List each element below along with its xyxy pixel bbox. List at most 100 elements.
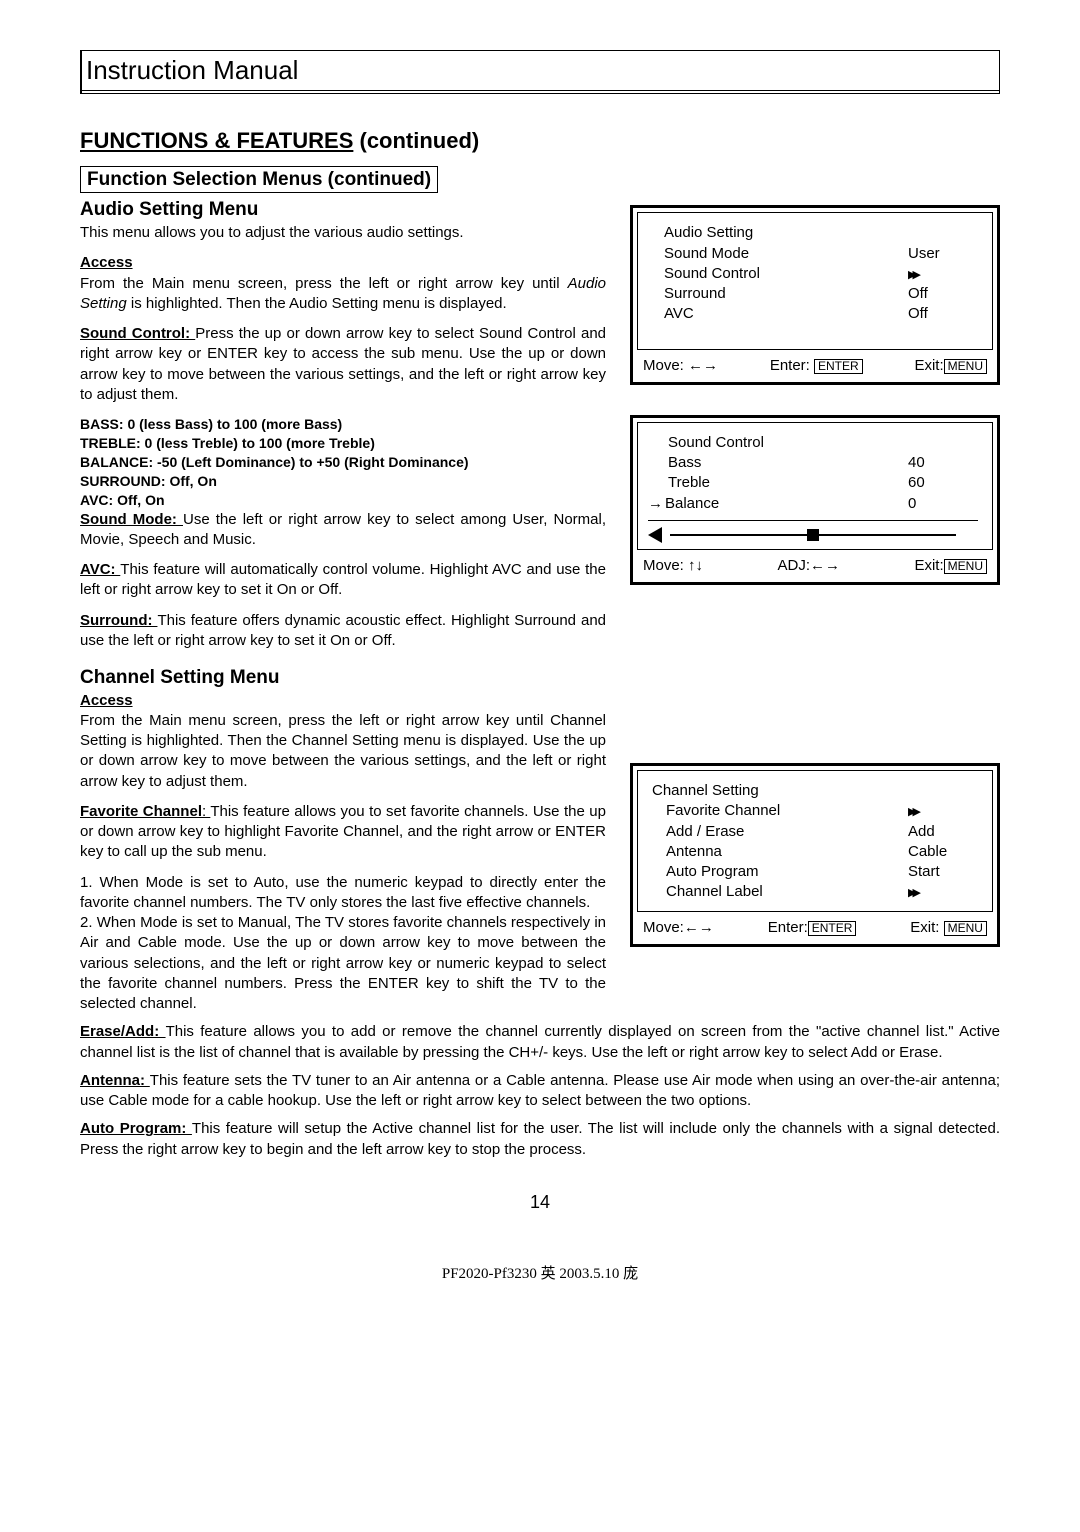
fav-2: 2. When Mode is set to Manual, The TV st…: [80, 913, 606, 1014]
osd-row: Sound Control: [652, 264, 978, 284]
surround-para: Surround: This feature offers dynamic ac…: [80, 611, 606, 652]
spec-balance: BALANCE: -50 (Left Dominance) to +50 (Ri…: [80, 453, 606, 472]
slider-thumb: [807, 529, 819, 541]
menu-keycap-2: MENU: [944, 559, 987, 574]
balance-slider: [648, 520, 978, 543]
audio-access-head: Access: [80, 253, 606, 273]
channel-menu-title: Channel Setting Menu: [80, 665, 606, 691]
osd-row-label: Auto Program: [652, 862, 908, 882]
osd-channel-footer: Move:←→ Enter:ENTER Exit: MENU: [637, 912, 993, 940]
osd-row-label: Bass: [648, 453, 908, 473]
header-row: Instruction Manual: [82, 51, 999, 91]
surround-body: This feature offers dynamic acoustic eff…: [80, 612, 606, 649]
sound-mode-para: Sound Mode: Use the left or right arrow …: [80, 510, 606, 551]
osd-row-label: Surround: [652, 284, 908, 304]
osd-row-label: Favorite Channel: [652, 801, 908, 821]
channel-right-col: Channel Setting Favorite ChannelAdd / Er…: [630, 661, 1000, 1014]
osd-sound-title: Sound Control: [648, 433, 978, 453]
sound-mode-head: Sound Mode:: [80, 511, 183, 528]
osd-row: AntennaCable: [652, 842, 978, 862]
osd-row-value: 0: [908, 494, 978, 514]
osd-sound-footer: Move: ↑↓ ADJ:←→ Exit:MENU: [637, 550, 993, 578]
osd-row-value: Add: [908, 822, 978, 842]
osd-channel-title: Channel Setting: [652, 781, 978, 801]
osd-row-value: Cable: [908, 842, 978, 862]
osd-row: Treble60: [648, 473, 978, 493]
osd-row-value: Off: [908, 284, 978, 304]
osd-row-value: Off: [908, 304, 978, 324]
spec-surround: SURROUND: Off, On: [80, 472, 606, 491]
sound-control-head: Sound Control:: [80, 325, 195, 342]
antenna-head: Antenna:: [80, 1072, 150, 1089]
osd-sound-move: Move: ↑↓: [643, 556, 703, 576]
osd-row-label: Antenna: [652, 842, 908, 862]
audio-access-2: is highlighted. Then the Audio Setting m…: [127, 295, 507, 312]
osd-audio-inner: Audio Setting Sound ModeUserSound Contro…: [637, 212, 993, 349]
fav-channel-para: Favorite Channel: This feature allows yo…: [80, 802, 606, 863]
auto-body: This feature will setup the Active chann…: [80, 1120, 1000, 1157]
osd-row-value: [908, 264, 978, 284]
fav-1: 1. When Mode is set to Auto, use the num…: [80, 873, 606, 914]
erase-body: This feature allows you to add or remove…: [80, 1023, 1000, 1060]
osd-channel-exit: Exit: MENU: [910, 918, 987, 938]
spec-avc: AVC: Off, On: [80, 491, 606, 510]
osd-audio-footer: Move: ←→ Enter: ENTER Exit:MENU: [637, 350, 993, 378]
audio-access-1: From the Main menu screen, press the lef…: [80, 275, 568, 292]
osd-row-label: Channel Label: [652, 882, 908, 902]
osd-audio-enter: Enter: ENTER: [770, 356, 863, 376]
osd-audio-move: Move: ←→: [643, 356, 718, 376]
osd-audio-exit: Exit:MENU: [914, 356, 987, 376]
audio-two-col: Audio Setting Menu This menu allows you …: [80, 193, 1000, 661]
audio-right-col: Audio Setting Sound ModeUserSound Contro…: [630, 193, 1000, 661]
osd-audio-title: Audio Setting: [652, 223, 978, 243]
audio-menu-title: Audio Setting Menu: [80, 197, 606, 223]
osd-row: Auto ProgramStart: [652, 862, 978, 882]
osd-row-value: User: [908, 244, 978, 264]
osd-row: Sound ModeUser: [652, 244, 978, 264]
osd-channel-move: Move:←→: [643, 918, 714, 938]
channel-access-body: From the Main menu screen, press the lef…: [80, 711, 606, 792]
osd-channel-inner: Channel Setting Favorite ChannelAdd / Er…: [637, 770, 993, 912]
osd-row-label: Balance: [648, 494, 908, 514]
osd-sound-control: Sound Control Bass40Treble60Balance0 Mov…: [630, 415, 1000, 585]
audio-left-col: Audio Setting Menu This menu allows you …: [80, 193, 606, 661]
sound-control-para: Sound Control: Press the up or down arro…: [80, 324, 606, 405]
audio-access-body: From the Main menu screen, press the lef…: [80, 274, 606, 315]
osd-row: Add / EraseAdd: [652, 822, 978, 842]
osd-row-value: [908, 882, 978, 902]
osd-row-label: Add / Erase: [652, 822, 908, 842]
osd-row-label: AVC: [652, 304, 908, 324]
fast-forward-icon: [908, 802, 917, 819]
antenna-para: Antenna: This feature sets the TV tuner …: [80, 1071, 1000, 1112]
osd-row-label: Sound Mode: [652, 244, 908, 264]
avc-para: AVC: This feature will automatically con…: [80, 560, 606, 601]
section-title-rest: (continued): [353, 128, 479, 153]
osd-row: SurroundOff: [652, 284, 978, 304]
osd-sound-exit: Exit:MENU: [914, 556, 987, 576]
osd-row-value: 40: [908, 453, 978, 473]
fast-forward-icon: [908, 265, 917, 282]
osd-channel-enter: Enter:ENTER: [768, 918, 857, 938]
osd-sound-adj: ADJ:←→: [777, 556, 840, 576]
manual-title: Instruction Manual: [86, 55, 298, 85]
osd-row-value: Start: [908, 862, 978, 882]
footer-meta: PF2020-Pf3230 英 2003.5.10 庞: [80, 1264, 1000, 1284]
page-frame: Instruction Manual: [80, 50, 1000, 94]
menu-keycap-3: MENU: [944, 921, 987, 936]
osd-row-label: Treble: [648, 473, 908, 493]
fast-forward-icon: [908, 883, 917, 900]
erase-add-para: Erase/Add: This feature allows you to ad…: [80, 1022, 1000, 1063]
spec-treble: TREBLE: 0 (less Treble) to 100 (more Tre…: [80, 434, 606, 453]
osd-row: Favorite Channel: [652, 801, 978, 821]
osd-audio-setting: Audio Setting Sound ModeUserSound Contro…: [630, 205, 1000, 385]
channel-left-col: Channel Setting Menu Access From the Mai…: [80, 661, 606, 1014]
spec-bass: BASS: 0 (less Bass) to 100 (more Bass): [80, 415, 606, 434]
avc-head: AVC:: [80, 561, 120, 578]
subsection-box: Function Selection Menus (continued): [80, 166, 438, 194]
osd-row: Bass40: [648, 453, 978, 473]
channel-two-col: Channel Setting Menu Access From the Mai…: [80, 661, 1000, 1014]
slider-track: [670, 534, 956, 536]
osd-row: AVCOff: [652, 304, 978, 324]
enter-keycap-2: ENTER: [808, 921, 857, 936]
osd-row: Channel Label: [652, 882, 978, 902]
